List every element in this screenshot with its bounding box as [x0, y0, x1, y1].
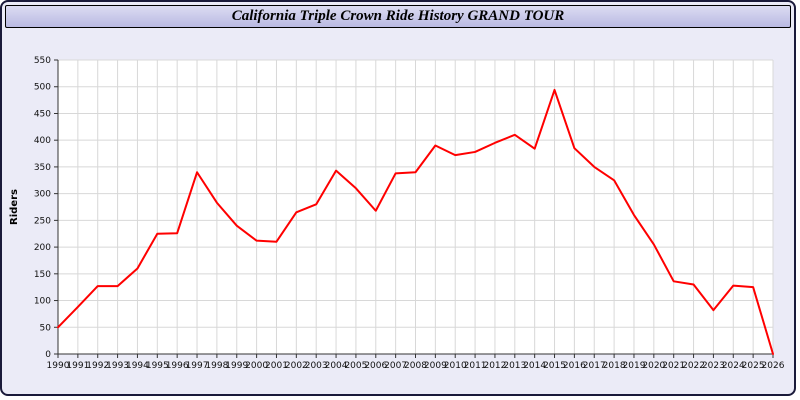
chart-title-bar: California Triple Crown Ride History GRA… — [5, 5, 791, 28]
svg-text:2008: 2008 — [404, 361, 427, 371]
svg-text:100: 100 — [34, 297, 51, 307]
svg-text:1995: 1995 — [146, 361, 169, 371]
svg-text:2004: 2004 — [325, 361, 348, 371]
chart-title: California Triple Crown Ride History GRA… — [231, 8, 565, 24]
svg-text:1992: 1992 — [86, 361, 109, 371]
svg-text:0: 0 — [45, 350, 51, 360]
chart-container: 0 50 100 150 200 250 300 350 400 450 500 550 1990 199… — [3, 34, 794, 394]
svg-text:500: 500 — [34, 83, 51, 93]
svg-text:2023: 2023 — [702, 361, 725, 371]
svg-text:2013: 2013 — [503, 361, 526, 371]
svg-text:2003: 2003 — [305, 361, 328, 371]
svg-text:1990: 1990 — [47, 361, 70, 371]
svg-text:2009: 2009 — [424, 361, 447, 371]
svg-text:2005: 2005 — [344, 361, 367, 371]
svg-text:2016: 2016 — [563, 361, 586, 371]
svg-text:1999: 1999 — [225, 361, 248, 371]
svg-text:2000: 2000 — [245, 361, 268, 371]
svg-text:2020: 2020 — [642, 361, 665, 371]
svg-text:2002: 2002 — [285, 361, 308, 371]
riders-line-chart: 0501001502002503003504004505005501990199… — [9, 56, 785, 371]
svg-text:1993: 1993 — [106, 361, 129, 371]
svg-text:2006: 2006 — [364, 361, 387, 371]
svg-text:2007: 2007 — [384, 361, 407, 371]
svg-text:2025: 2025 — [742, 361, 765, 371]
svg-text:2001: 2001 — [265, 361, 288, 371]
svg-text:1998: 1998 — [205, 361, 228, 371]
svg-text:350: 350 — [34, 163, 51, 173]
svg-text:200: 200 — [34, 243, 51, 253]
svg-text:2018: 2018 — [603, 361, 626, 371]
svg-text:450: 450 — [34, 109, 51, 119]
svg-text:2011: 2011 — [464, 361, 487, 371]
svg-text:1997: 1997 — [186, 361, 209, 371]
svg-text:2015: 2015 — [543, 361, 566, 371]
svg-text:300: 300 — [34, 190, 51, 200]
svg-text:2021: 2021 — [662, 361, 685, 371]
svg-text:2012: 2012 — [483, 361, 506, 371]
svg-text:150: 150 — [34, 270, 51, 280]
svg-text:Riders: Riders — [9, 189, 20, 225]
svg-text:250: 250 — [34, 216, 51, 226]
svg-text:400: 400 — [34, 136, 51, 146]
svg-text:2024: 2024 — [722, 361, 745, 371]
svg-text:2022: 2022 — [682, 361, 705, 371]
svg-text:2014: 2014 — [523, 361, 546, 371]
svg-text:2017: 2017 — [583, 361, 606, 371]
svg-text:1994: 1994 — [126, 361, 149, 371]
svg-text:2019: 2019 — [623, 361, 646, 371]
svg-text:2010: 2010 — [444, 361, 467, 371]
svg-text:550: 550 — [34, 56, 51, 66]
svg-text:1991: 1991 — [66, 361, 89, 371]
svg-text:2026: 2026 — [762, 361, 785, 371]
svg-text:1996: 1996 — [166, 361, 189, 371]
svg-text:50: 50 — [40, 323, 52, 333]
